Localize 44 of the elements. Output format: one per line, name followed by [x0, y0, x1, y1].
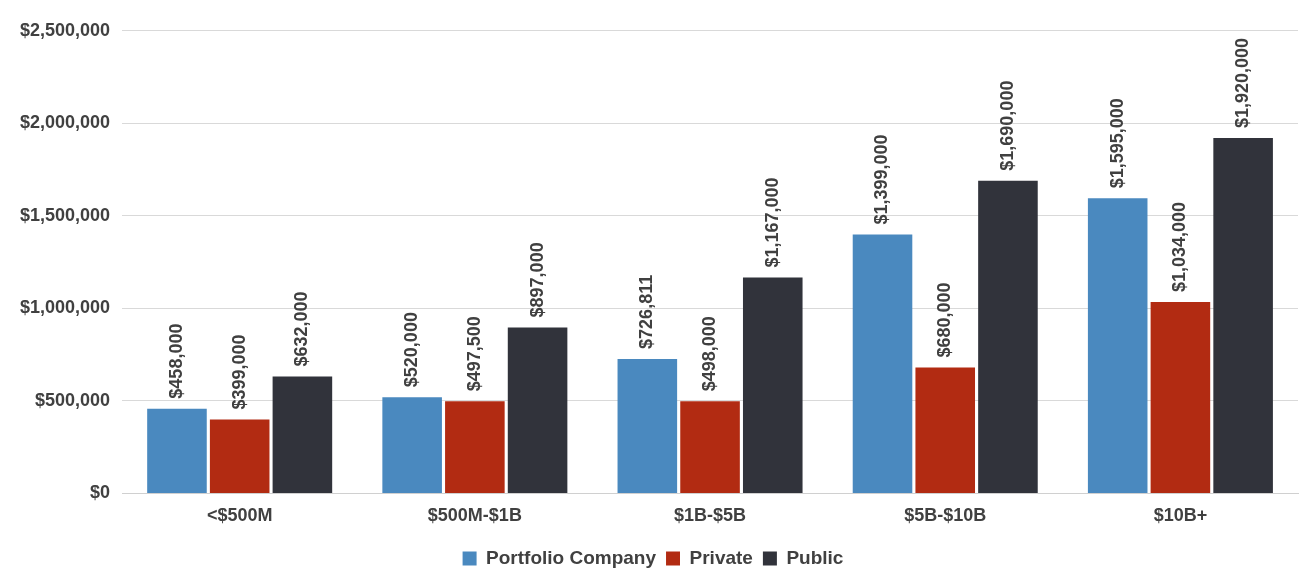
data-label: $458,000 [165, 323, 186, 399]
data-label: $498,000 [699, 316, 720, 392]
bar [680, 401, 740, 493]
bar [507, 327, 568, 493]
bar [209, 419, 270, 493]
y-tick-label: $1,000,000 [19, 297, 111, 318]
bar [445, 401, 505, 493]
legend-label: Portfolio Company [486, 546, 657, 568]
x-tick-label: <$500M [206, 505, 273, 526]
data-label: $497,500 [463, 316, 484, 392]
y-tick-label: $1,500,000 [19, 204, 111, 225]
data-label: $1,690,000 [996, 80, 1017, 171]
x-tick-label: $5B-$10B [904, 505, 987, 526]
bar [147, 408, 207, 493]
data-label: $520,000 [401, 312, 422, 388]
legend-label: Private [689, 546, 753, 568]
data-label: $1,399,000 [871, 134, 892, 225]
data-label: $1,920,000 [1232, 38, 1253, 129]
x-tick-label: $10B+ [1153, 505, 1208, 526]
bar [742, 277, 803, 493]
bar [852, 234, 913, 493]
data-label: $897,000 [526, 242, 547, 318]
bar [1213, 138, 1273, 493]
data-label: $680,000 [934, 282, 955, 358]
legend-label: Public [786, 546, 844, 568]
bar [915, 367, 976, 493]
bar [978, 180, 1038, 493]
x-tick-label: $500M-$1B [427, 505, 522, 526]
data-label: $1,034,000 [1169, 201, 1190, 293]
data-label: $1,167,000 [761, 177, 782, 268]
y-tick-label: $0 [90, 482, 111, 503]
data-label: $632,000 [291, 291, 312, 367]
x-tick-label: $1B-$5B [674, 505, 747, 526]
bar [272, 376, 333, 493]
y-tick-label: $2,000,000 [19, 112, 111, 133]
y-tick-label: $2,500,000 [19, 19, 111, 40]
bar [617, 358, 678, 493]
data-label: $1,595,000 [1106, 98, 1127, 189]
data-label: $399,000 [228, 334, 249, 410]
bar [1087, 198, 1148, 493]
bar [1150, 302, 1211, 493]
bar [382, 397, 442, 493]
data-label: $726,811 [636, 274, 657, 349]
y-tick-label: $500,000 [35, 389, 111, 410]
